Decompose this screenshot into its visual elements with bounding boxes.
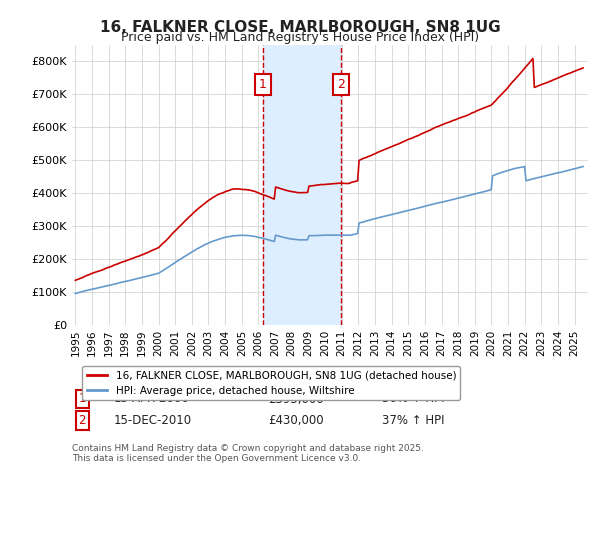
Text: £430,000: £430,000 xyxy=(268,414,324,427)
Text: 1: 1 xyxy=(79,393,86,405)
Bar xyxy=(263,45,341,325)
Text: 16, FALKNER CLOSE, MARLBOROUGH, SN8 1UG: 16, FALKNER CLOSE, MARLBOROUGH, SN8 1UG xyxy=(100,20,500,35)
Text: 1: 1 xyxy=(259,78,267,91)
Text: 36% ↑ HPI: 36% ↑ HPI xyxy=(382,393,444,405)
Text: Price paid vs. HM Land Registry's House Price Index (HPI): Price paid vs. HM Land Registry's House … xyxy=(121,31,479,44)
Text: 37% ↑ HPI: 37% ↑ HPI xyxy=(382,414,444,427)
Text: 2: 2 xyxy=(337,78,345,91)
Text: 15-DEC-2010: 15-DEC-2010 xyxy=(113,414,191,427)
Legend: 16, FALKNER CLOSE, MARLBOROUGH, SN8 1UG (detached house), HPI: Average price, de: 16, FALKNER CLOSE, MARLBOROUGH, SN8 1UG … xyxy=(82,366,460,400)
Text: 13-APR-2006: 13-APR-2006 xyxy=(113,393,189,405)
Text: £395,000: £395,000 xyxy=(268,393,324,405)
Text: 2: 2 xyxy=(79,414,86,427)
Text: Contains HM Land Registry data © Crown copyright and database right 2025.
This d: Contains HM Land Registry data © Crown c… xyxy=(72,444,424,463)
